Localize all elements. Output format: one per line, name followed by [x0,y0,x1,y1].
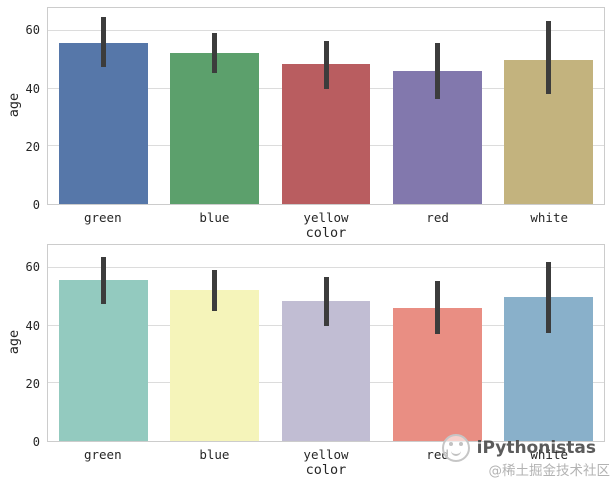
y-tick-label-40: 40 [25,81,40,96]
plot-area [47,244,605,442]
watermark-brand-text: iPythonistas [476,437,596,458]
error-bar-yellow [323,276,329,326]
y-tick-label-0: 0 [32,435,40,449]
y-tick-label-60: 60 [25,23,40,38]
y-tick-label-20: 20 [25,139,40,154]
error-bar-white [545,262,551,333]
y-tick-label-20: 20 [25,376,40,391]
logo-eye-icon [448,442,453,447]
watermark-handle-text: @稀土掘金技术社区 [488,463,611,480]
bar-green [59,279,149,441]
x-axis-tick-labels: green blue yellow red white [47,447,605,463]
y-axis-tick-labels: 0 20 40 60 [0,244,40,448]
x-tick-label-white: white [530,210,569,225]
gridline-y-60 [48,30,604,32]
error-bar-white [545,20,551,95]
error-bar-red [434,281,440,335]
x-tick-label-green: green [83,447,122,462]
error-bar-blue [212,269,218,312]
plot-area [47,7,605,205]
watermark: iPythonistas @稀土掘金技术社区 [441,434,611,480]
x-axis-label: color [305,462,347,478]
error-bar-blue [212,32,218,73]
x-tick-label-green: green [83,210,122,225]
y-tick-label-40: 40 [25,318,40,333]
watermark-brand-row: iPythonistas [441,434,596,463]
x-axis-label: color [305,225,347,241]
x-tick-label-blue: blue [199,210,230,225]
x-tick-label-white: white [530,447,569,462]
x-tick-label-yellow: yellow [303,210,349,225]
x-axis-tick-labels: green blue yellow red white [47,210,605,226]
y-tick-label-60: 60 [25,260,40,275]
y-tick-label-0: 0 [32,198,40,212]
error-bar-green [101,256,107,305]
logo-eye-icon [458,442,463,447]
y-axis-tick-labels: 0 20 40 60 [0,7,40,211]
error-bar-yellow [323,41,329,89]
gridline-y-60 [48,267,604,269]
bar-blue [170,289,260,441]
x-tick-label-blue: blue [199,447,230,462]
x-tick-label-red: red [426,210,449,225]
bar-green [59,42,149,204]
error-bar-red [434,42,440,99]
logo-mouth-icon [450,447,461,457]
bar-blue [170,52,260,204]
ipythonistas-snake-logo-icon [441,434,470,463]
error-bar-green [101,16,107,68]
x-tick-label-yellow: yellow [303,447,349,462]
